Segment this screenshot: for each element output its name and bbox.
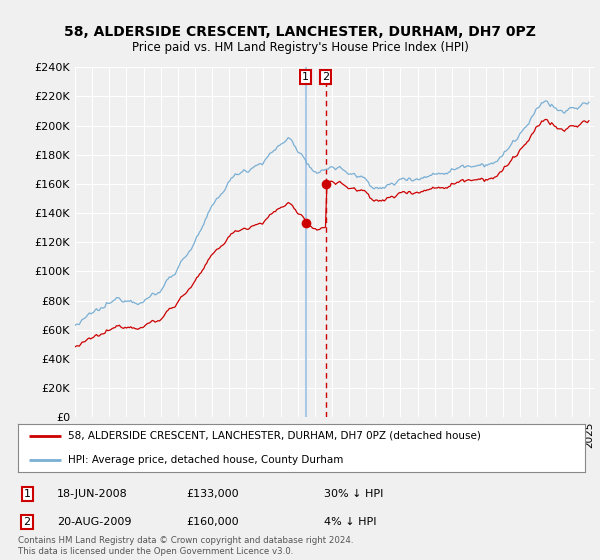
Text: 1: 1 [302, 72, 309, 82]
Text: 2: 2 [23, 517, 31, 527]
Text: 58, ALDERSIDE CRESCENT, LANCHESTER, DURHAM, DH7 0PZ (detached house): 58, ALDERSIDE CRESCENT, LANCHESTER, DURH… [68, 431, 481, 441]
Text: £160,000: £160,000 [186, 517, 239, 527]
Text: 2: 2 [322, 72, 329, 82]
Text: £133,000: £133,000 [186, 489, 239, 499]
Text: 58, ALDERSIDE CRESCENT, LANCHESTER, DURHAM, DH7 0PZ: 58, ALDERSIDE CRESCENT, LANCHESTER, DURH… [64, 25, 536, 39]
Text: 4% ↓ HPI: 4% ↓ HPI [324, 517, 377, 527]
Text: Price paid vs. HM Land Registry's House Price Index (HPI): Price paid vs. HM Land Registry's House … [131, 41, 469, 54]
Text: 18-JUN-2008: 18-JUN-2008 [57, 489, 128, 499]
Text: 1: 1 [23, 489, 31, 499]
Text: HPI: Average price, detached house, County Durham: HPI: Average price, detached house, Coun… [68, 455, 343, 465]
Text: 30% ↓ HPI: 30% ↓ HPI [324, 489, 383, 499]
Text: Contains HM Land Registry data © Crown copyright and database right 2024.
This d: Contains HM Land Registry data © Crown c… [18, 536, 353, 556]
Text: 20-AUG-2009: 20-AUG-2009 [57, 517, 131, 527]
